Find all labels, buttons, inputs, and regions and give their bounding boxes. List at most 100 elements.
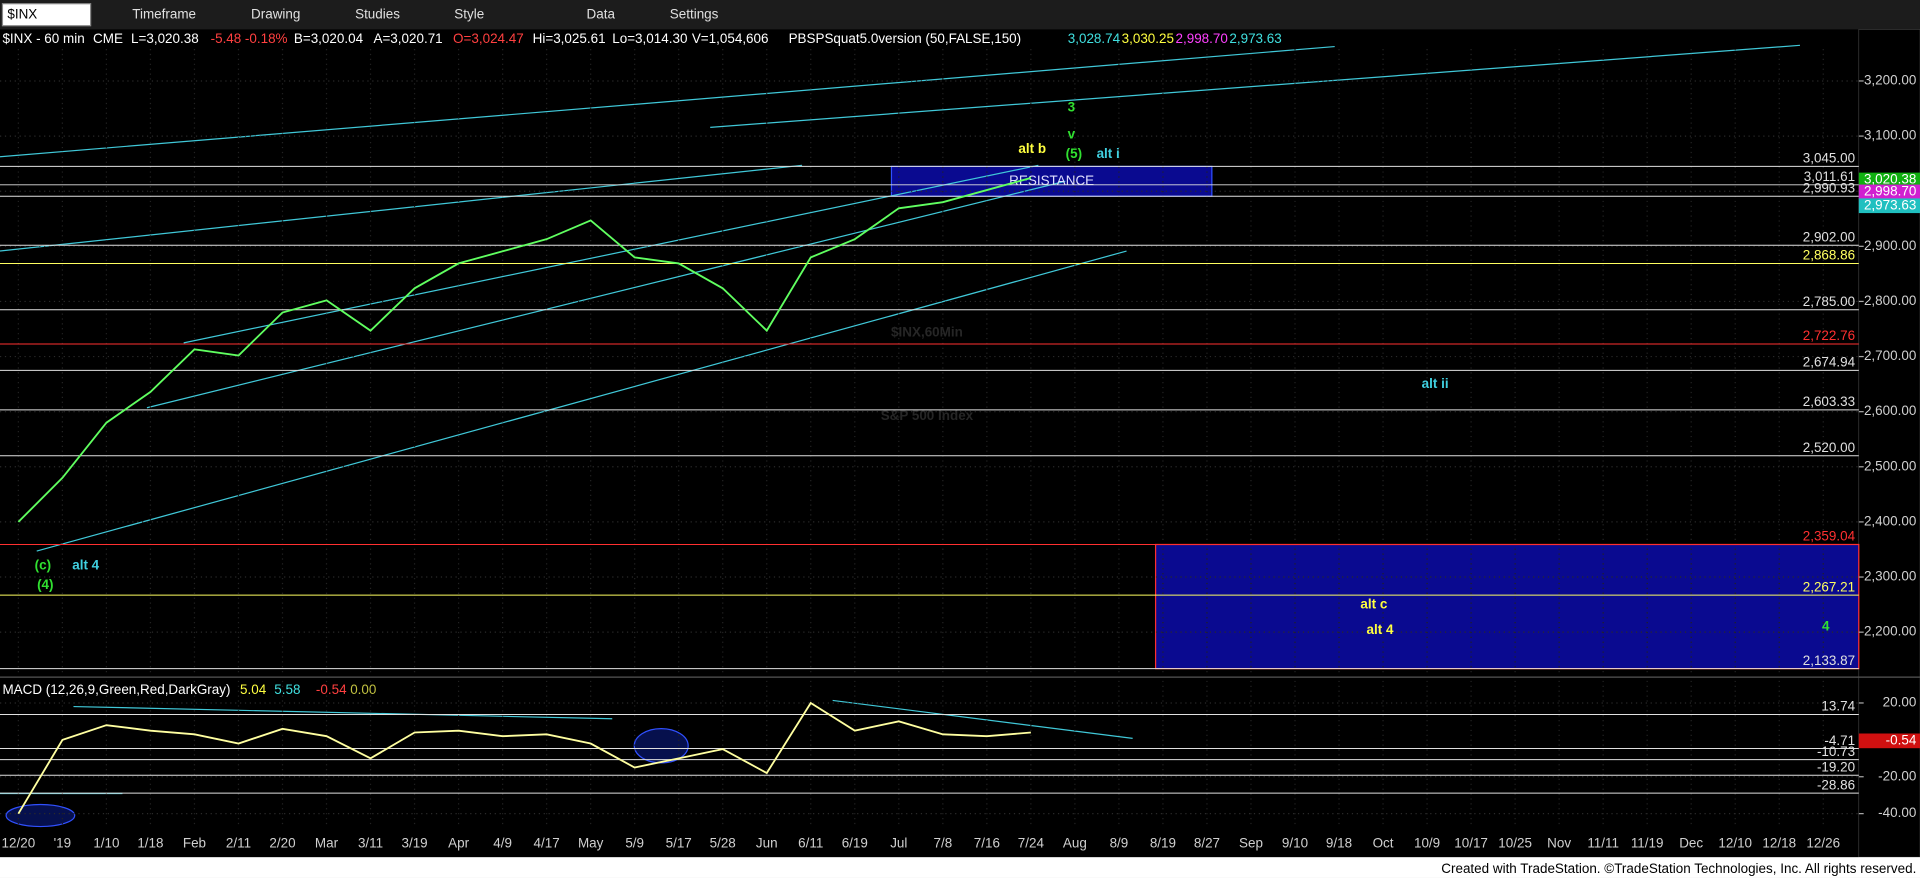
price-line <box>17 177 1032 523</box>
x-tick-label: 12/10 <box>1718 835 1752 850</box>
x-tick-label: 8/27 <box>1194 835 1220 850</box>
y-tick-label: 2,800.00 <box>1864 293 1916 308</box>
x-tick-label: 9/10 <box>1282 835 1308 850</box>
symbol-input[interactable]: $INX <box>7 6 37 21</box>
toolbar <box>0 0 1920 30</box>
wave-label: (4) <box>37 577 53 592</box>
x-tick-label: 8/19 <box>1150 835 1176 850</box>
x-tick-label: 8/9 <box>1110 835 1129 850</box>
price-marker-label: 2,973.63 <box>1864 197 1916 212</box>
header-item: 2,973.63 <box>1229 31 1281 46</box>
x-tick-label: Apr <box>448 835 469 850</box>
level-label: 2,785.00 <box>1803 294 1855 309</box>
study-value: 5.58 <box>274 682 300 697</box>
x-tick-label: 4/9 <box>493 835 512 850</box>
x-tick-label: 7/8 <box>933 835 952 850</box>
x-tick-label: Mar <box>315 835 339 850</box>
x-tick-label: 6/19 <box>842 835 868 850</box>
header-item: 3,028.74 <box>1068 31 1121 46</box>
zone-label: RESISTANCE <box>1009 173 1094 188</box>
y-tick-label: 20.00 <box>1883 695 1917 710</box>
zone <box>1154 543 1860 670</box>
wave-label: 3 <box>1068 99 1075 114</box>
level-label: 2,868.86 <box>1803 248 1855 263</box>
level-label: 2,603.33 <box>1803 394 1855 409</box>
toolbar-button[interactable]: Settings <box>670 6 719 21</box>
price-marker-label: 3,020.38 <box>1864 172 1916 187</box>
wave-label: alt ii <box>1422 376 1449 391</box>
x-tick-label: 12/20 <box>2 835 36 850</box>
trendline <box>832 699 1133 739</box>
header-item: -0.18% <box>245 31 288 46</box>
toolbar-button[interactable]: Timeframe <box>132 6 196 21</box>
trendline <box>36 250 1127 552</box>
level-label: 2,902.00 <box>1803 229 1855 244</box>
x-tick-label: 5/9 <box>625 835 644 850</box>
wave-label: alt i <box>1097 146 1120 161</box>
y-tick-label: 2,400.00 <box>1864 513 1916 528</box>
footer: Created with TradeStation. ©TradeStation… <box>1441 861 1916 876</box>
level-label: 2,722.76 <box>1803 328 1855 343</box>
y-tick-label: 2,700.00 <box>1864 348 1916 363</box>
level-label: 2,990.93 <box>1803 180 1855 195</box>
level-label: -28.86 <box>1817 777 1855 792</box>
x-tick-label: Feb <box>183 835 206 850</box>
footer-bar <box>0 857 1920 878</box>
toolbar-button[interactable]: Style <box>454 6 484 21</box>
price-marker <box>1858 198 1920 214</box>
toolbar-button[interactable]: Drawing <box>251 6 300 21</box>
level-label: -19.20 <box>1817 759 1855 774</box>
wave-label: 4 <box>1822 619 1830 634</box>
x-tick-label: Oct <box>1373 835 1394 850</box>
y-tick-label: -40.00 <box>1878 805 1916 820</box>
header-item: O=3,024.47 <box>453 31 524 46</box>
x-tick-label: 2/20 <box>269 835 295 850</box>
header-item: 2,998.70 <box>1176 31 1228 46</box>
x-tick-label: 9/18 <box>1326 835 1352 850</box>
level-label: 2,674.94 <box>1803 355 1856 370</box>
y-tick-label: 3,200.00 <box>1864 73 1916 88</box>
y-tick-label: 3,100.00 <box>1864 128 1916 143</box>
x-tick-label: 1/10 <box>93 835 119 850</box>
level-label: -10.73 <box>1817 744 1855 759</box>
trendline <box>710 44 1801 128</box>
header-item: CME <box>93 31 123 46</box>
x-tick-label: 7/24 <box>1018 835 1045 850</box>
level-label: 2,520.00 <box>1803 440 1855 455</box>
x-tick-label: May <box>578 835 604 850</box>
symbol-box <box>1 3 92 27</box>
wave-label: (5) <box>1066 146 1082 161</box>
level-label: 2,267.21 <box>1803 579 1855 594</box>
x-tick-label: 11/11 <box>1587 835 1619 850</box>
header-item: B=3,020.04 <box>294 31 364 46</box>
x-tick-label: 5/17 <box>666 835 692 850</box>
header-item: L=3,020.38 <box>131 31 199 46</box>
wave-label: alt c <box>1360 596 1387 611</box>
price-axis <box>1858 29 1920 858</box>
x-tick-label: 3/11 <box>358 835 383 850</box>
toolbar-button[interactable]: Data <box>587 6 616 21</box>
x-tick-label: 10/25 <box>1498 835 1532 850</box>
x-tick-label: 10/9 <box>1414 835 1440 850</box>
header-item: Hi=3,025.61 <box>533 31 606 46</box>
x-tick-label: '19 <box>54 835 72 850</box>
x-tick-label: 1/18 <box>137 835 163 850</box>
wave-label: v <box>1068 126 1076 141</box>
x-tick-label: 2/11 <box>226 835 251 850</box>
y-tick-label: 2,200.00 <box>1864 624 1916 639</box>
price-marker-label: -0.54 <box>1886 732 1917 747</box>
level-label: -4.71 <box>1824 733 1855 748</box>
x-tick-label: 10/17 <box>1454 835 1488 850</box>
toolbar-button[interactable]: Studies <box>355 6 400 21</box>
price-marker-label: 2,998.70 <box>1864 183 1916 198</box>
trendline <box>73 705 613 720</box>
x-tick-label: 12/26 <box>1806 835 1840 850</box>
y-tick-label: 2,300.00 <box>1864 569 1916 584</box>
y-tick-label: 2,900.00 <box>1864 238 1916 253</box>
x-tick-label: Aug <box>1063 835 1087 850</box>
trendlines <box>0 44 1801 828</box>
